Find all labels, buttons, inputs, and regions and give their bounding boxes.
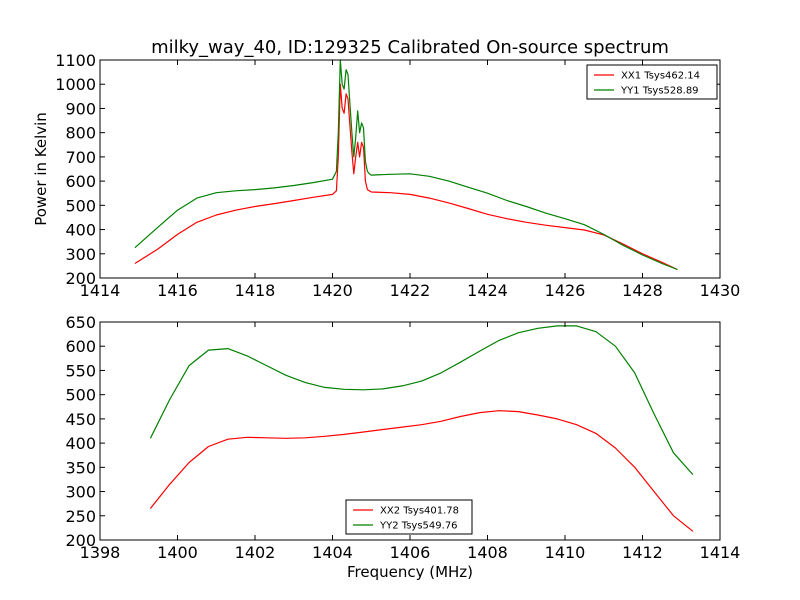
- x-tick-label: 1410: [545, 543, 586, 562]
- x-tick-label: 1424: [467, 281, 508, 300]
- legend: XX1 Tsys462.14 YY1 Tsys528.89: [586, 64, 718, 100]
- top-spectrum-plot: 1414 1416 1418 1420 1422 1424 1426 1428 1430 200 3…: [32, 51, 740, 300]
- series-line-yy2: [149, 325, 694, 475]
- y-tick-label: 400: [65, 221, 96, 240]
- y-tick-label: 500: [65, 196, 96, 215]
- figure-title: milky_way_40, ID:129325 Calibrated On-so…: [151, 37, 669, 58]
- y-tick-label: 200: [65, 531, 96, 550]
- x-tick-label: 1416: [157, 281, 198, 300]
- y-tick-label: 600: [65, 172, 96, 191]
- legend: XX2 Tsys401.78 YY2 Tsys549.76: [345, 499, 473, 535]
- x-tick-label: 1402: [235, 543, 276, 562]
- x-tick-label: 1430: [700, 281, 741, 300]
- y-tick-label: 550: [65, 361, 96, 380]
- y-tick-label: 700: [65, 148, 96, 167]
- x-tick-label: 1404: [312, 543, 353, 562]
- legend-entry: YY1 Tsys528.89: [620, 86, 699, 97]
- y-tick-label: 450: [65, 410, 96, 429]
- x-tick-label: 1420: [312, 281, 353, 300]
- y-tick-label: 350: [65, 458, 96, 477]
- x-tick-label: 1400: [157, 543, 198, 562]
- y-tick-label: 600: [65, 337, 96, 356]
- x-tick-label: 1414: [700, 543, 741, 562]
- series-line-xx1: [134, 83, 678, 271]
- series-line-xx2: [149, 410, 694, 532]
- x-tick-label: 1418: [235, 281, 276, 300]
- y-axis-label: Power in Kelvin: [32, 112, 50, 226]
- y-tick-label: 300: [65, 483, 96, 502]
- y-tick-label: 200: [65, 269, 96, 288]
- x-tick-label: 1412: [622, 543, 663, 562]
- x-tick-label: 1426: [545, 281, 586, 300]
- y-tick-label: 1100: [55, 51, 96, 70]
- legend-box: [345, 499, 473, 535]
- x-tick-label: 1408: [467, 543, 508, 562]
- legend-entry: YY2 Tsys549.76: [379, 521, 458, 532]
- x-tick-label: 1414: [80, 281, 121, 300]
- y-tick-label: 800: [65, 124, 96, 143]
- bottom-spectrum-plot: 1398 1400 1402 1404 1406 1408 1410 1412 1414 200 2…: [65, 313, 740, 581]
- y-tick-label: 400: [65, 434, 96, 453]
- y-tick-label: 300: [65, 245, 96, 264]
- x-tick-label: 1422: [390, 281, 431, 300]
- y-tick-label: 500: [65, 386, 96, 405]
- legend-entry: XX1 Tsys462.14: [621, 71, 700, 82]
- y-tick-label: 250: [65, 507, 96, 526]
- series-line-yy1: [134, 59, 678, 271]
- x-tick-label: 1398: [80, 543, 121, 562]
- x-tick-label: 1406: [390, 543, 431, 562]
- legend-box: [586, 64, 718, 100]
- x-axis-label: Frequency (MHz): [347, 563, 473, 581]
- y-tick-label: 1000: [55, 75, 96, 94]
- x-tick-label: 1428: [622, 281, 663, 300]
- y-tick-label: 900: [65, 99, 96, 118]
- y-tick-label: 650: [65, 313, 96, 332]
- legend-entry: XX2 Tsys401.78: [380, 506, 459, 517]
